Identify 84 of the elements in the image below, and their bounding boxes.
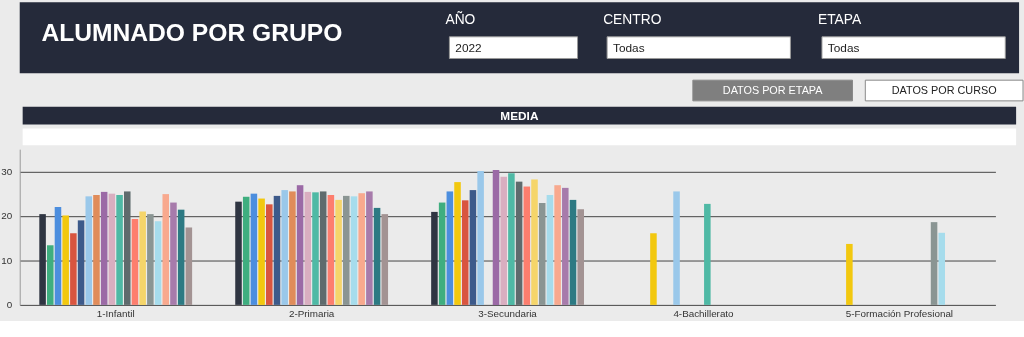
chart-subtitle: MEDIA <box>500 108 539 123</box>
bar <box>39 214 46 305</box>
bar <box>538 203 546 305</box>
bar <box>162 194 170 305</box>
y-tick-label: 30 <box>1 165 13 177</box>
bar <box>108 193 116 305</box>
text: ETAPA <box>818 12 862 27</box>
bar <box>500 176 507 305</box>
x-tick-label: 5-Formación Profesional <box>845 308 954 320</box>
chart-title: ALUMNADO POR GRUPO <box>41 18 343 46</box>
bar <box>154 221 162 305</box>
bar <box>846 243 853 305</box>
bar <box>446 191 454 305</box>
bar <box>54 207 62 305</box>
bar <box>350 196 358 305</box>
bar <box>650 233 657 305</box>
bar <box>492 170 500 305</box>
bar <box>438 202 446 305</box>
bar <box>123 191 131 305</box>
bar <box>312 192 319 305</box>
bar <box>77 220 85 305</box>
bar <box>562 187 569 305</box>
bar <box>461 200 469 305</box>
text: Todas <box>613 40 645 55</box>
bar <box>569 199 577 305</box>
bar <box>289 191 296 305</box>
bar <box>242 196 250 305</box>
bar <box>273 195 281 305</box>
bar <box>319 191 327 305</box>
bar <box>343 195 350 305</box>
bar <box>93 194 100 305</box>
bar <box>938 232 946 305</box>
text: CENTRO <box>603 12 662 27</box>
bar <box>250 193 258 305</box>
bar <box>266 204 273 305</box>
bar <box>704 203 711 305</box>
bar <box>147 214 154 305</box>
bar <box>139 211 146 305</box>
bar <box>85 196 93 305</box>
x-tick-label: 4-Bachillerato <box>673 308 735 320</box>
bar <box>431 211 438 305</box>
bar <box>70 233 77 305</box>
bar <box>185 227 193 305</box>
bar <box>523 186 531 305</box>
bar <box>170 202 177 305</box>
bar <box>381 214 389 305</box>
bar <box>531 179 538 305</box>
bar <box>546 194 554 305</box>
bar <box>508 173 515 305</box>
bar <box>327 194 335 305</box>
bar <box>304 191 312 305</box>
bar <box>673 191 680 305</box>
bar <box>62 215 69 305</box>
text: 2022 <box>455 40 482 55</box>
text: DATOS POR ETAPA <box>722 83 824 96</box>
y-tick-label: 20 <box>1 210 13 222</box>
bar <box>454 182 461 305</box>
bar <box>358 193 365 305</box>
text: DATOS POR CURSO <box>891 83 997 96</box>
bar <box>116 194 123 305</box>
bar <box>296 185 304 305</box>
bar <box>930 222 938 305</box>
bar <box>47 245 54 305</box>
bar <box>554 185 561 305</box>
x-tick-label: 2-Primaria <box>288 308 335 320</box>
bar <box>235 201 242 305</box>
bar <box>477 170 484 305</box>
x-tick-label: 1-Infantil <box>96 308 135 320</box>
bar <box>281 190 288 305</box>
bar <box>100 191 108 305</box>
bar <box>366 191 373 305</box>
bar <box>577 209 584 305</box>
text: Todas <box>827 40 860 55</box>
x-tick-label: 3-Secundaria <box>478 308 538 320</box>
bar <box>515 181 523 305</box>
bar <box>335 199 342 305</box>
bar <box>373 207 381 305</box>
bar <box>131 219 139 305</box>
bar <box>469 190 477 305</box>
y-tick-label: 10 <box>1 254 13 266</box>
bar <box>258 198 265 305</box>
text: AÑO <box>445 11 476 27</box>
bar <box>177 209 185 305</box>
y-tick-label: 0 <box>6 299 13 311</box>
